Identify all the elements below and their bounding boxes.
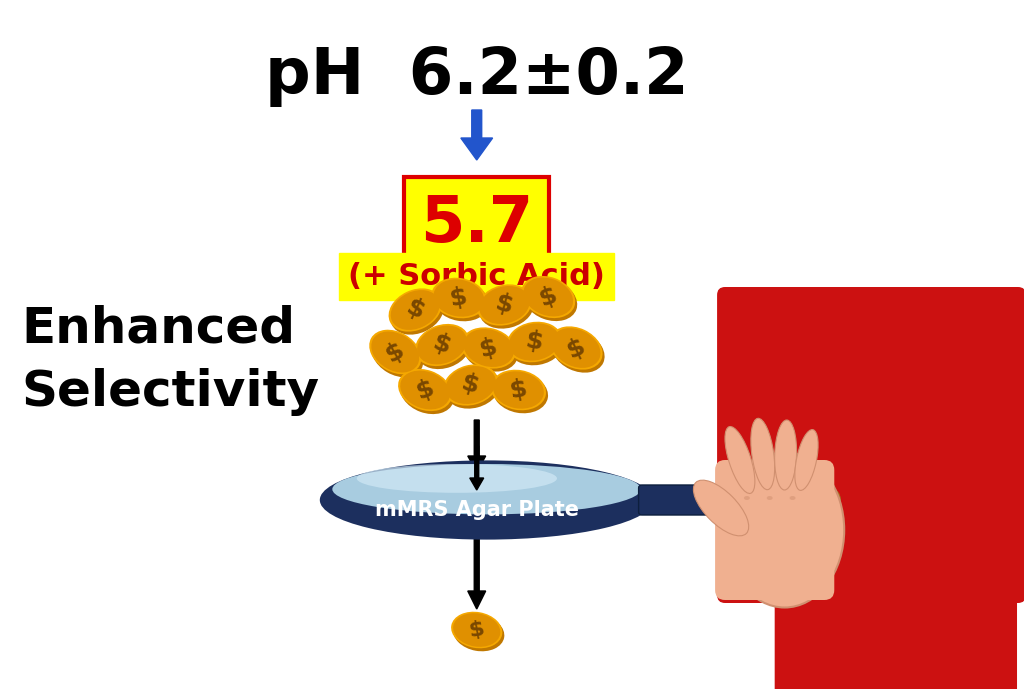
Text: $: $ <box>536 282 560 311</box>
Ellipse shape <box>479 286 529 324</box>
Ellipse shape <box>725 426 755 493</box>
FancyArrow shape <box>468 420 485 472</box>
Text: $: $ <box>477 334 500 362</box>
Ellipse shape <box>388 289 441 331</box>
Ellipse shape <box>452 612 503 648</box>
Ellipse shape <box>445 367 500 409</box>
Ellipse shape <box>443 364 498 406</box>
Ellipse shape <box>400 372 454 414</box>
Ellipse shape <box>391 290 439 330</box>
Ellipse shape <box>550 327 602 369</box>
Ellipse shape <box>493 373 548 413</box>
Ellipse shape <box>433 279 484 317</box>
Ellipse shape <box>774 420 797 490</box>
Ellipse shape <box>398 369 452 411</box>
Ellipse shape <box>454 613 501 647</box>
Text: $: $ <box>449 285 470 311</box>
Ellipse shape <box>509 323 560 360</box>
Ellipse shape <box>433 280 488 321</box>
Ellipse shape <box>479 287 534 329</box>
Text: 5.7: 5.7 <box>420 193 534 255</box>
Text: mMRS Agar Plate: mMRS Agar Plate <box>375 500 579 520</box>
Text: $: $ <box>508 377 529 403</box>
Ellipse shape <box>461 327 516 369</box>
FancyBboxPatch shape <box>715 460 835 600</box>
Ellipse shape <box>415 324 469 366</box>
Ellipse shape <box>453 615 505 651</box>
Text: pH  6.2±0.2: pH 6.2±0.2 <box>265 45 688 107</box>
Text: $: $ <box>459 371 482 399</box>
Ellipse shape <box>523 278 573 316</box>
Ellipse shape <box>431 278 486 318</box>
Ellipse shape <box>372 333 423 378</box>
Ellipse shape <box>417 327 471 369</box>
Text: $: $ <box>413 376 437 404</box>
Text: Enhanced
Selectivity: Enhanced Selectivity <box>22 305 319 415</box>
Text: $: $ <box>493 291 516 319</box>
Ellipse shape <box>790 496 796 500</box>
Ellipse shape <box>795 430 818 491</box>
Ellipse shape <box>725 453 844 608</box>
Ellipse shape <box>464 329 514 367</box>
Text: $: $ <box>382 337 409 367</box>
Ellipse shape <box>521 276 575 318</box>
Text: $: $ <box>563 333 589 362</box>
Ellipse shape <box>319 460 653 539</box>
Text: $: $ <box>402 296 428 325</box>
Ellipse shape <box>333 464 641 515</box>
Ellipse shape <box>509 325 564 365</box>
Ellipse shape <box>493 371 544 409</box>
Ellipse shape <box>390 291 443 335</box>
Ellipse shape <box>417 326 467 364</box>
Ellipse shape <box>477 285 531 326</box>
Ellipse shape <box>445 366 496 404</box>
FancyArrow shape <box>470 446 483 490</box>
FancyBboxPatch shape <box>717 287 1024 603</box>
FancyBboxPatch shape <box>639 485 828 515</box>
Ellipse shape <box>552 329 604 373</box>
Ellipse shape <box>693 480 749 536</box>
FancyArrow shape <box>468 524 485 609</box>
Text: (+ Sorbic Acid): (+ Sorbic Acid) <box>348 262 605 291</box>
Text: $: $ <box>467 619 486 641</box>
Polygon shape <box>775 380 1017 689</box>
Ellipse shape <box>767 496 773 500</box>
Ellipse shape <box>743 496 750 500</box>
Ellipse shape <box>751 418 775 490</box>
FancyArrow shape <box>461 110 493 160</box>
Ellipse shape <box>523 279 578 321</box>
Ellipse shape <box>372 331 419 373</box>
Ellipse shape <box>356 464 557 493</box>
Ellipse shape <box>552 328 600 368</box>
Text: $: $ <box>523 329 545 356</box>
Ellipse shape <box>822 489 841 511</box>
Text: $: $ <box>430 331 455 359</box>
Ellipse shape <box>370 330 421 374</box>
Ellipse shape <box>463 330 518 371</box>
Ellipse shape <box>490 370 546 410</box>
Ellipse shape <box>400 371 450 409</box>
Ellipse shape <box>507 322 562 362</box>
